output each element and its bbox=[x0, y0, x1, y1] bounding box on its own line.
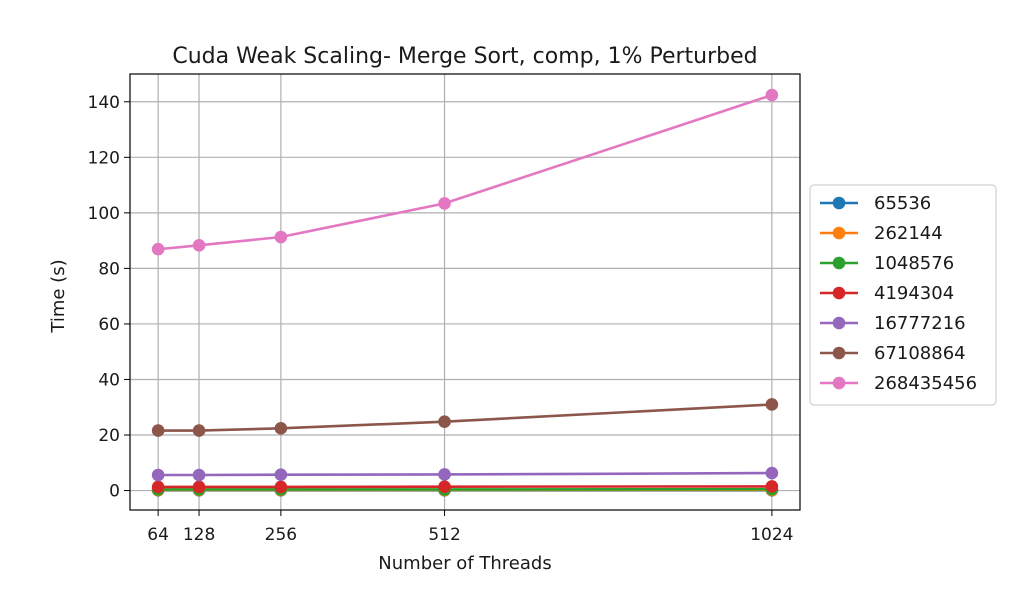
grid bbox=[130, 74, 800, 510]
series-67108864 bbox=[151, 398, 779, 437]
data-point bbox=[274, 480, 288, 494]
data-point bbox=[438, 197, 451, 210]
data-point bbox=[274, 468, 288, 482]
legend-label: 262144 bbox=[874, 223, 943, 244]
legend-item: 4194304 bbox=[820, 283, 954, 304]
series-4194304 bbox=[151, 480, 779, 494]
x-tick-label: 512 bbox=[428, 525, 460, 545]
x-tick-label: 256 bbox=[265, 525, 297, 545]
legend-box bbox=[809, 184, 997, 406]
series-line bbox=[158, 471, 772, 477]
legend-marker bbox=[832, 286, 846, 300]
legend-marker bbox=[832, 226, 846, 240]
legend-label: 4194304 bbox=[874, 283, 954, 304]
data-point bbox=[274, 230, 288, 244]
y-axis-label: Time (s) bbox=[48, 259, 69, 333]
data-point bbox=[765, 88, 779, 102]
series-line bbox=[158, 403, 772, 432]
legend: 65536 262144 1048576 4194304 16777216 6710886… bbox=[809, 184, 997, 406]
data-point bbox=[192, 480, 206, 494]
series-line bbox=[158, 93, 773, 251]
y-tick-label: 0 bbox=[109, 482, 120, 502]
y-tick-label: 100 bbox=[88, 204, 120, 224]
legend-item: 268435456 bbox=[820, 373, 977, 394]
x-axis: 64 128 256 512 1024 bbox=[147, 510, 794, 545]
data-point bbox=[765, 480, 779, 493]
data-point bbox=[151, 242, 165, 256]
data-point bbox=[192, 239, 206, 252]
chart-title: Cuda Weak Scaling- Merge Sort, comp, 1% … bbox=[172, 44, 757, 69]
data-point bbox=[192, 468, 206, 482]
y-tick-label: 120 bbox=[88, 148, 120, 168]
data-point bbox=[765, 466, 779, 480]
legend-marker bbox=[832, 376, 846, 390]
data-point bbox=[438, 468, 451, 481]
data-point bbox=[274, 422, 288, 435]
legend-marker bbox=[832, 196, 846, 210]
y-tick-label: 20 bbox=[98, 426, 120, 446]
y-axis: 0 20 40 60 80 100 120 140 bbox=[88, 93, 130, 502]
plot-frame bbox=[129, 73, 801, 511]
series-line bbox=[158, 485, 772, 489]
data-point bbox=[151, 468, 165, 482]
data-point bbox=[151, 480, 165, 494]
legend-label: 1048576 bbox=[874, 253, 954, 274]
series-layer bbox=[151, 88, 779, 497]
y-tick-label: 80 bbox=[98, 259, 120, 279]
legend-item: 16777216 bbox=[820, 313, 966, 334]
legend-label: 268435456 bbox=[874, 373, 977, 394]
series-1048576 bbox=[151, 482, 779, 496]
legend-item: 67108864 bbox=[820, 343, 966, 364]
data-point bbox=[438, 480, 451, 493]
legend-label: 67108864 bbox=[874, 343, 966, 364]
data-point bbox=[192, 424, 206, 437]
series-268435456 bbox=[151, 88, 779, 256]
legend-marker bbox=[832, 256, 846, 270]
y-tick-label: 140 bbox=[88, 93, 120, 113]
legend-item: 1048576 bbox=[820, 253, 954, 274]
legend-marker bbox=[832, 346, 846, 360]
data-point bbox=[765, 398, 779, 411]
data-point bbox=[438, 415, 451, 428]
legend-item: 262144 bbox=[820, 223, 943, 244]
legend-item: 65536 bbox=[820, 193, 931, 214]
x-axis-label: Number of Threads bbox=[378, 553, 551, 574]
legend-marker bbox=[832, 316, 846, 330]
y-tick-label: 60 bbox=[98, 315, 120, 335]
data-point bbox=[151, 424, 165, 437]
y-tick-label: 40 bbox=[98, 370, 120, 390]
x-tick-label: 64 bbox=[147, 525, 169, 545]
legend-label: 65536 bbox=[874, 193, 931, 214]
x-tick-label: 1024 bbox=[750, 525, 793, 545]
legend-label: 16777216 bbox=[874, 313, 966, 334]
series-16777216 bbox=[151, 466, 779, 482]
x-tick-label: 128 bbox=[183, 525, 215, 545]
